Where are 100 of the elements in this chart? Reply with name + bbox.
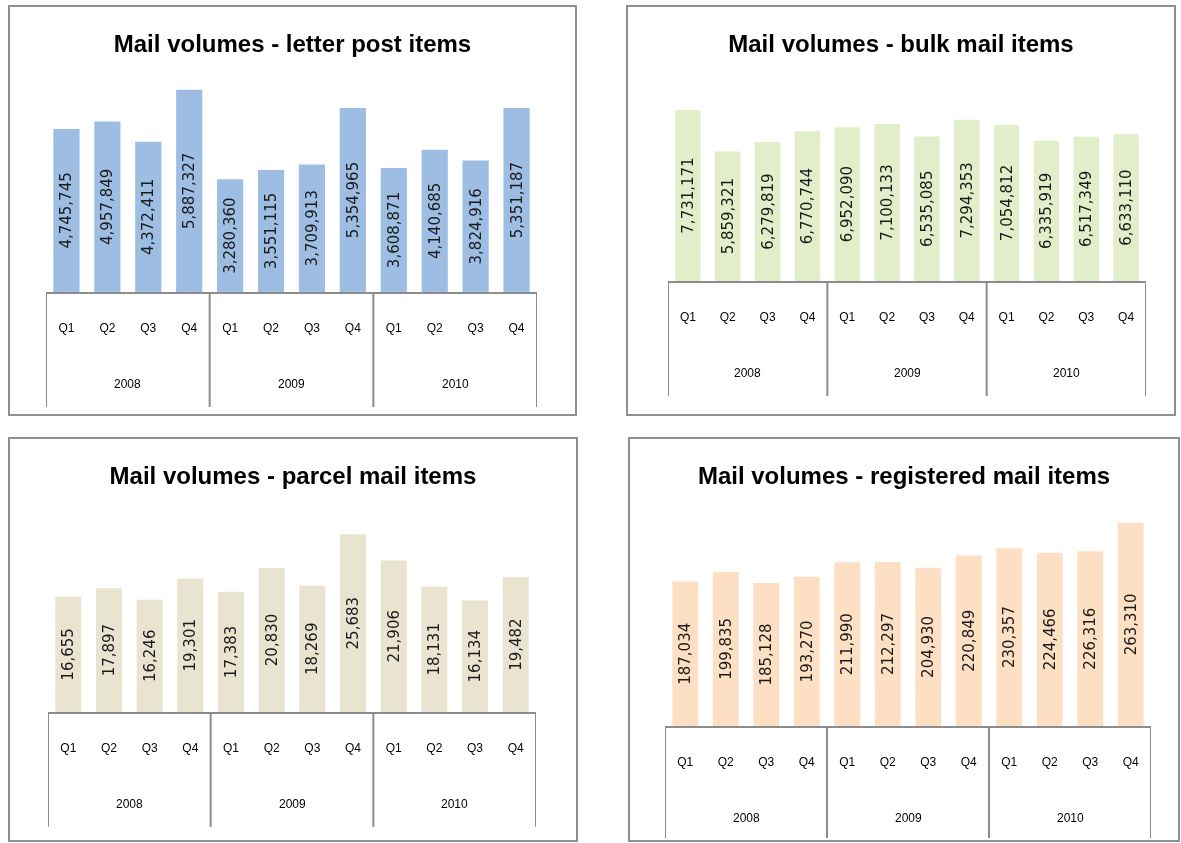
x-tick-label: Q2 — [1038, 310, 1055, 325]
bar — [177, 578, 204, 712]
bar — [955, 555, 982, 726]
x-tick-label: Q3 — [304, 741, 321, 756]
bar — [1113, 134, 1139, 281]
data-label: 16,134 — [466, 629, 484, 683]
text: 2009 — [894, 366, 922, 380]
x-tick-label: Q1 — [222, 741, 240, 756]
bar — [217, 591, 245, 712]
bar — [339, 534, 367, 712]
data-label: 19,482 — [506, 618, 525, 671]
x-tick-label: Q4 — [508, 321, 525, 336]
x-tick-label: Q1 — [385, 321, 403, 336]
data-label: 5,354,965 — [343, 161, 362, 239]
data-label: 3,824,916 — [466, 188, 485, 265]
chart-title: Mail volumes - letter post items — [113, 30, 472, 58]
x-tick-label: Q2 — [717, 755, 735, 770]
data-label: 4,957,849 — [98, 168, 117, 245]
x-tick-label: Q3 — [758, 755, 775, 770]
x-tick-label: Q2 — [100, 741, 118, 756]
text: 2008 — [734, 366, 762, 380]
x-tick-label: Q4 — [182, 741, 199, 756]
data-label: 19,301 — [181, 618, 200, 672]
x-tick-label: Q2 — [879, 755, 897, 770]
x-tick-label: Q1 — [222, 321, 239, 336]
bar — [914, 136, 940, 281]
text: 2008 — [116, 797, 144, 811]
x-tick-label: Q1 — [385, 741, 402, 756]
x-tick-label: Q4 — [344, 321, 362, 336]
x-tick-label: Q2 — [263, 321, 280, 336]
data-label: 6,517,349 — [1077, 170, 1096, 248]
data-label: 193,270 — [797, 620, 816, 683]
bar — [339, 107, 366, 292]
bar — [1117, 522, 1144, 726]
chart-title: Mail volumes - parcel mail items — [109, 462, 477, 490]
x-tick-label: Q4 — [181, 321, 198, 336]
x-tick-label: Q2 — [426, 321, 444, 336]
data-label: 230,357 — [1000, 606, 1019, 669]
data-label: 224,466 — [1040, 608, 1059, 671]
bar — [95, 588, 123, 712]
data-label: 3,551,115 — [262, 192, 281, 270]
text: 2008 — [114, 377, 142, 391]
data-label: 25,683 — [344, 596, 362, 650]
x-tick-label: Q4 — [960, 755, 978, 770]
text: 2010 — [441, 797, 469, 811]
text: 2010 — [1057, 811, 1085, 825]
x-tick-label: Q1 — [60, 741, 77, 756]
data-label: 226,316 — [1081, 607, 1100, 670]
bar — [299, 585, 326, 712]
data-label: 7,054,812 — [997, 164, 1016, 242]
x-tick-label: Q4 — [799, 310, 816, 325]
text: 2009 — [895, 811, 923, 825]
x-tick-label: Q3 — [1082, 755, 1099, 770]
bar — [380, 560, 407, 712]
chart-title: Mail volumes - registered mail items — [697, 462, 1111, 490]
bar — [672, 581, 699, 726]
data-label: 16,246 — [140, 629, 159, 683]
x-tick-label: Q3 — [467, 321, 484, 336]
x-tick-label: Q4 — [958, 310, 976, 325]
text: 2009 — [279, 797, 307, 811]
bar — [915, 567, 942, 726]
x-tick-label: Q4 — [1122, 755, 1140, 770]
data-label: 6,770,744 — [798, 167, 817, 245]
bar — [503, 108, 530, 292]
data-label: 20,830 — [262, 613, 281, 667]
x-tick-label: Q4 — [798, 755, 816, 770]
bar — [258, 567, 285, 712]
bar — [834, 562, 861, 726]
data-label: 6,535,085 — [917, 170, 936, 247]
x-tick-label: Q2 — [719, 310, 737, 325]
x-tick-label: Q2 — [99, 321, 116, 336]
x-tick-label: Q3 — [918, 310, 936, 325]
x-tick-label: Q1 — [839, 755, 856, 770]
bar — [502, 577, 529, 712]
data-label: 4,372,411 — [139, 178, 158, 256]
x-tick-label: Q4 — [507, 741, 524, 756]
bar — [753, 583, 780, 726]
x-tick-label: Q4 — [1118, 310, 1135, 325]
data-label: 212,297 — [878, 613, 897, 676]
data-label: 4,745,745 — [57, 172, 76, 249]
data-label: 17,897 — [100, 623, 118, 677]
data-label: 5,887,327 — [180, 152, 199, 229]
x-tick-label: Q3 — [303, 321, 321, 336]
bar — [712, 571, 739, 726]
bar — [874, 562, 901, 726]
x-tick-label: Q1 — [677, 755, 694, 770]
data-label: 199,835 — [716, 617, 735, 680]
x-tick-label: Q3 — [1078, 310, 1095, 325]
data-label: 5,351,187 — [507, 161, 526, 239]
data-label: 185,128 — [757, 623, 776, 686]
x-tick-label: Q2 — [879, 310, 896, 325]
x-tick-label: Q4 — [344, 741, 362, 756]
bar — [1077, 551, 1104, 726]
data-label: 204,930 — [919, 615, 938, 678]
bar — [176, 89, 203, 292]
data-label: 18,131 — [425, 623, 444, 676]
data-label: 211,990 — [838, 613, 857, 676]
x-tick-label: Q2 — [1041, 755, 1059, 770]
x-tick-label: Q3 — [920, 755, 937, 770]
x-tick-label: Q3 — [466, 741, 484, 756]
